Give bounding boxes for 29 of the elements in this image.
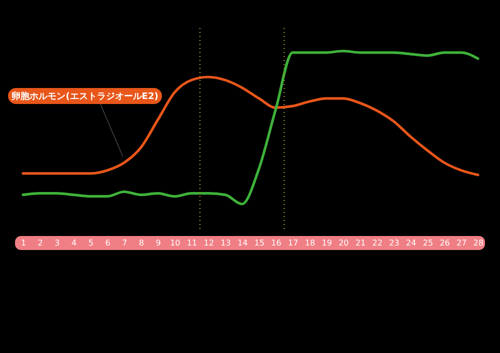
- x-tick-label: 3: [54, 238, 60, 248]
- x-tick-label: 7: [122, 238, 128, 248]
- x-tick-label: 17: [288, 238, 298, 248]
- x-tick-label: 8: [138, 238, 144, 248]
- x-tick-label: 18: [304, 238, 316, 248]
- x-tick-label: 6: [105, 238, 110, 248]
- x-tick-label: 21: [355, 238, 366, 248]
- x-tick-label: 4: [72, 238, 77, 248]
- x-tick-label: 24: [406, 238, 416, 248]
- x-tick-label: 15: [254, 238, 265, 248]
- x-tick-label: 20: [338, 238, 349, 248]
- x-tick-label: 9: [156, 238, 161, 248]
- x-tick-label: 2: [38, 238, 43, 248]
- series-label: 卵胞ホルモン(エストラジオールE2): [10, 91, 158, 102]
- x-tick-label: 25: [422, 238, 434, 248]
- x-tick-label: 27: [456, 238, 467, 248]
- x-tick-label: 14: [237, 238, 248, 248]
- x-tick-label: 23: [389, 238, 400, 248]
- x-tick-label: 11: [186, 238, 198, 248]
- x-tick-label: 1: [20, 238, 26, 248]
- x-tick-label: 22: [372, 238, 382, 248]
- x-tick-label: 13: [220, 238, 231, 248]
- x-tick-label: 16: [271, 238, 282, 248]
- x-tick-label: 19: [322, 238, 332, 248]
- x-tick-label: 10: [170, 238, 180, 248]
- x-tick-label: 12: [204, 238, 214, 248]
- x-tick-label: 28: [473, 238, 484, 248]
- x-tick-label: 5: [88, 238, 94, 248]
- x-tick-label: 26: [440, 238, 450, 248]
